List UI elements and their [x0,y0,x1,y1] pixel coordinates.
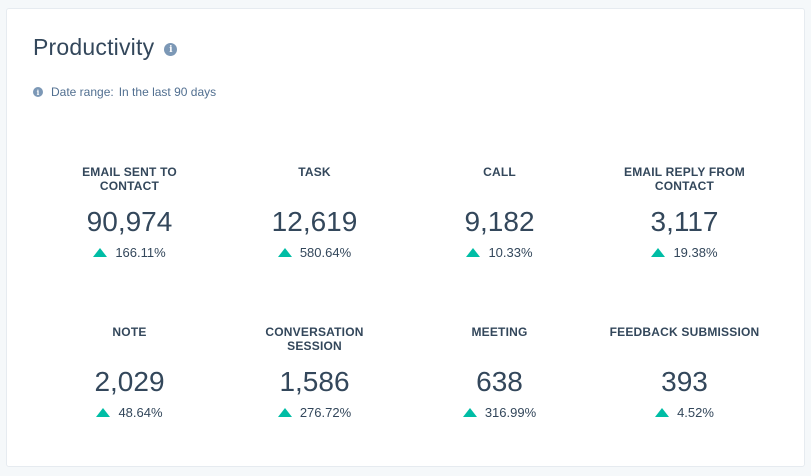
date-range-value: In the last 90 days [118,85,217,99]
metric-label: CONVERSATION SESSION [265,325,364,353]
metric-value: 3,117 [650,206,719,237]
productivity-card: Productivity i i Date range: In the last… [6,8,805,467]
metric-task: TASK 12,619 580.64% [222,165,407,325]
metric-change: 19.38% [651,245,718,260]
triangle-up-icon [651,248,666,257]
date-range-label: Date range: [51,85,114,99]
metric-change: 4.52% [655,405,714,420]
metric-note: NOTE 2,029 48.64% [37,325,222,455]
metric-meeting: MEETING 638 316.99% [407,325,592,455]
metric-label: CALL [483,165,516,179]
metric-value: 12,619 [271,206,358,237]
metric-value: 393 [661,366,708,397]
metric-value: 2,029 [94,366,165,397]
date-info-icon: i [33,87,43,97]
title-row: Productivity i [33,34,178,61]
metric-change: 316.99% [462,405,537,420]
metric-change: 580.64% [277,245,352,260]
metric-label: EMAIL REPLY FROM CONTACT [624,165,745,193]
metric-label: TASK [298,165,331,179]
triangle-up-icon [277,408,292,417]
triangle-up-icon [655,408,670,417]
metric-label: NOTE [112,325,147,339]
triangle-up-icon [277,248,292,257]
metric-value: 1,586 [279,366,350,397]
date-range: i Date range: In the last 90 days [33,85,216,99]
triangle-up-icon [93,248,108,257]
metric-change: 166.11% [93,245,166,260]
metric-value: 9,182 [464,206,535,237]
metric-conversation-session: CONVERSATION SESSION 1,586 276.72% [222,325,407,455]
change-value: 580.64% [299,245,352,260]
metric-change: 276.72% [277,405,352,420]
metric-label: EMAIL SENT TO CONTACT [82,165,177,193]
metric-email-reply: EMAIL REPLY FROM CONTACT 3,117 19.38% [592,165,777,325]
metrics-grid: EMAIL SENT TO CONTACT 90,974 166.11% TAS… [37,165,777,455]
change-value: 48.64% [118,405,163,420]
triangle-up-icon [462,408,477,417]
metric-change: 48.64% [96,405,163,420]
metric-change: 10.33% [466,245,533,260]
info-icon[interactable]: i [164,43,178,56]
change-value: 166.11% [115,245,166,260]
change-value: 19.38% [673,245,718,260]
triangle-up-icon [466,248,481,257]
metric-label: MEETING [471,325,528,339]
metric-feedback-submission: FEEDBACK SUBMISSION 393 4.52% [592,325,777,455]
metric-value: 90,974 [86,206,173,237]
change-value: 4.52% [677,405,714,420]
change-value: 316.99% [484,405,537,420]
metric-label: FEEDBACK SUBMISSION [609,325,760,339]
metric-email-sent: EMAIL SENT TO CONTACT 90,974 166.11% [37,165,222,325]
change-value: 10.33% [488,245,533,260]
triangle-up-icon [96,408,111,417]
card-title: Productivity [33,34,155,60]
metric-call: CALL 9,182 10.33% [407,165,592,325]
change-value: 276.72% [299,405,352,420]
metric-value: 638 [476,366,523,397]
